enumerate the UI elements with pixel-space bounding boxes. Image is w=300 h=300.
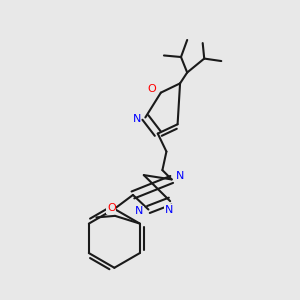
Text: N: N	[164, 205, 173, 215]
Text: O: O	[107, 203, 116, 213]
Text: N: N	[135, 206, 143, 216]
Text: N: N	[176, 171, 184, 181]
Text: O: O	[148, 84, 157, 94]
Text: N: N	[133, 114, 141, 124]
